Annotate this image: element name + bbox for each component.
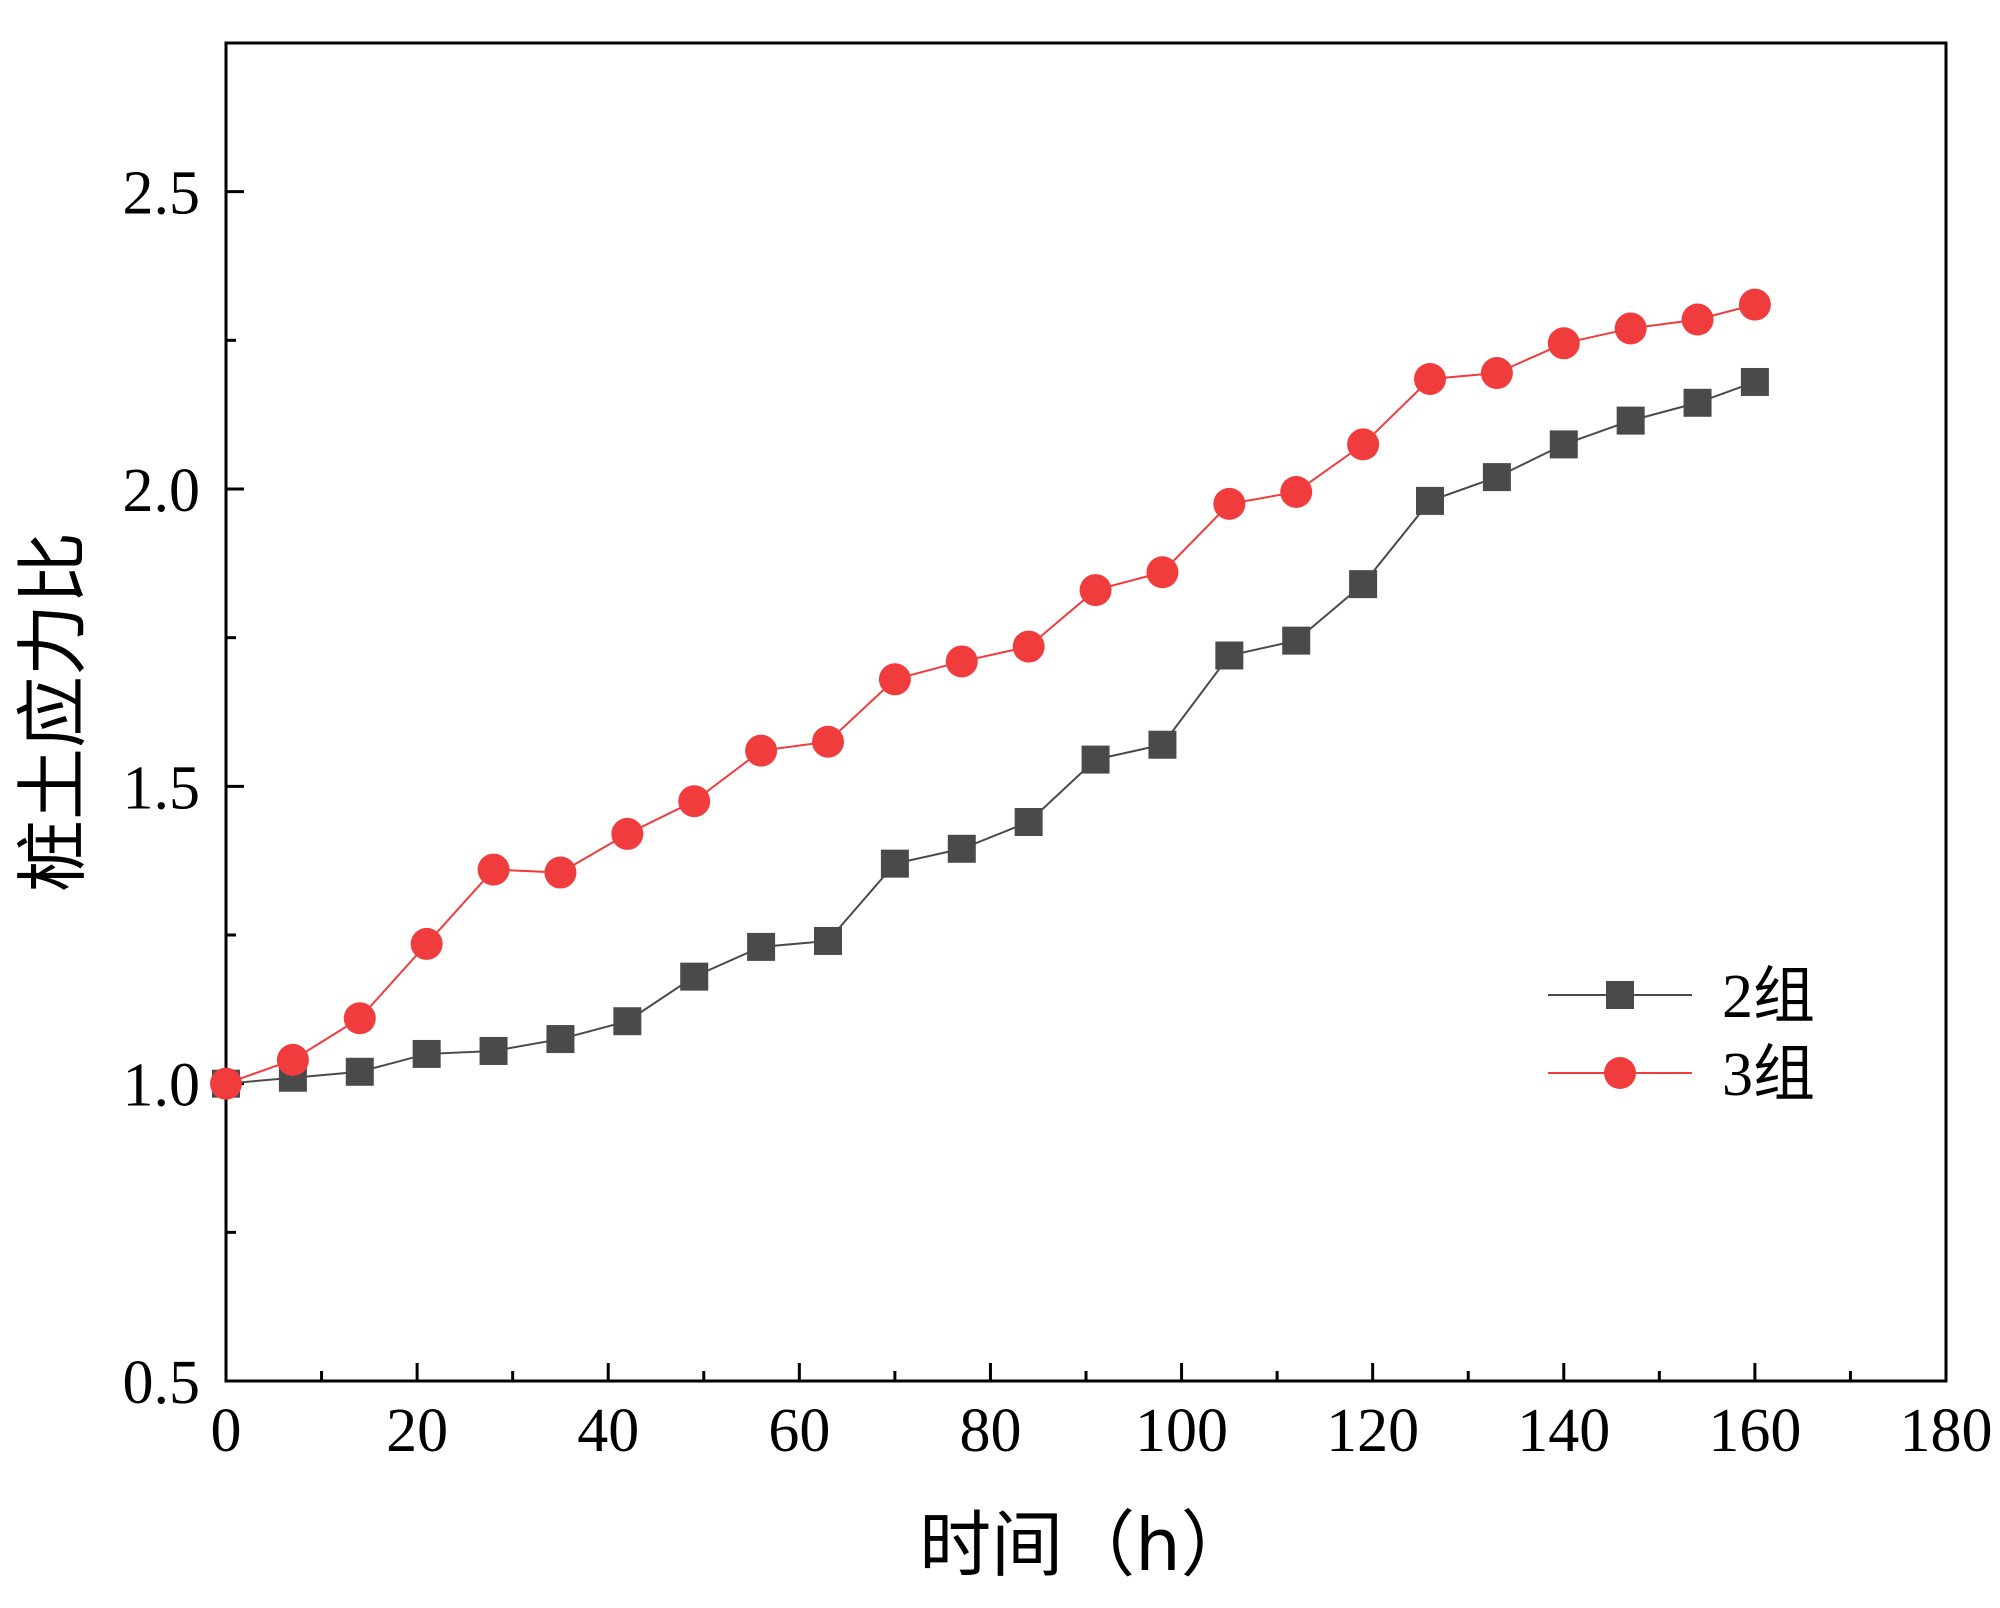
data-point (678, 785, 711, 818)
data-point (1414, 362, 1446, 395)
y-tick-label: 2.0 (123, 457, 201, 525)
data-point (276, 1043, 309, 1076)
data-point (1480, 357, 1513, 390)
x-tick-label: 120 (1326, 1397, 1419, 1465)
x-tick-label: 140 (1517, 1397, 1610, 1465)
data-point (1738, 288, 1771, 321)
x-tick-label: 100 (1135, 1397, 1228, 1465)
data-point (477, 853, 510, 886)
data-point (1616, 406, 1645, 435)
x-tick-label: 180 (1900, 1397, 1993, 1465)
y-tick-label: 2.5 (123, 160, 201, 228)
data-point (747, 932, 776, 961)
data-point (1280, 475, 1313, 508)
data-point (1213, 487, 1246, 520)
data-point (1416, 486, 1444, 515)
plot-frame (224, 41, 1948, 1383)
series-2 (210, 288, 1771, 1100)
y-axis-ticks: 0.5 1.0 1.5 2.0 2.5 (123, 160, 244, 1417)
data-point (1215, 641, 1244, 670)
data-point (1681, 303, 1714, 336)
data-point (546, 1025, 575, 1054)
series-line (225, 303, 1756, 1085)
data-point (878, 663, 911, 696)
x-tick-label: 0 (211, 1397, 242, 1465)
data-point (1282, 626, 1311, 655)
legend-marker (1604, 1057, 1636, 1089)
x-axis-title: 时间（h） (919, 1503, 1253, 1587)
legend-label: 3组 (1722, 1041, 1815, 1109)
y-axis-title: 桩土应力比 (11, 532, 95, 892)
x-tick-label: 40 (577, 1397, 639, 1465)
legend-marker (1606, 981, 1634, 1009)
data-point (1012, 630, 1045, 663)
data-point (1740, 367, 1769, 396)
series-layer (210, 288, 1771, 1100)
data-point (947, 834, 976, 863)
data-point (611, 817, 644, 850)
data-point (1349, 570, 1378, 599)
legend-item: 2组 (1548, 963, 1815, 1031)
series-1 (212, 367, 1769, 1098)
data-point (812, 725, 844, 758)
y-tick-label: 1.0 (123, 1052, 201, 1120)
data-point (1547, 327, 1580, 360)
data-point (210, 1067, 242, 1100)
data-point (945, 645, 978, 678)
data-point (680, 962, 709, 991)
data-point (1482, 463, 1511, 492)
data-point (345, 1057, 374, 1086)
series-line (225, 381, 1756, 1085)
data-point (1614, 312, 1647, 345)
x-tick-label: 60 (768, 1397, 830, 1465)
x-axis-ticks: 0 20 40 60 80 100 120 140 160 180 (211, 1363, 1993, 1465)
y-tick-label: 1.5 (123, 754, 201, 822)
data-point (479, 1036, 508, 1065)
legend-label: 2组 (1722, 963, 1815, 1031)
data-point (1683, 388, 1712, 417)
data-point (1014, 808, 1043, 837)
data-point (544, 856, 577, 889)
data-point (1549, 430, 1578, 459)
x-tick-label: 20 (386, 1397, 448, 1465)
plot-border (224, 41, 1948, 1383)
data-point (1081, 745, 1110, 774)
data-point (343, 1002, 376, 1035)
data-point (1347, 428, 1380, 461)
data-point (1148, 730, 1177, 759)
data-point (1079, 574, 1112, 607)
legend-item: 3组 (1548, 1041, 1815, 1109)
x-tick-label: 160 (1708, 1397, 1801, 1465)
data-point (410, 927, 443, 960)
data-point (1146, 556, 1179, 589)
data-point (880, 849, 909, 878)
data-point (745, 734, 778, 767)
data-point (613, 1007, 642, 1036)
data-point (814, 926, 842, 955)
x-tick-label: 80 (959, 1397, 1021, 1465)
data-point (412, 1039, 441, 1068)
y-tick-label: 0.5 (123, 1349, 201, 1417)
